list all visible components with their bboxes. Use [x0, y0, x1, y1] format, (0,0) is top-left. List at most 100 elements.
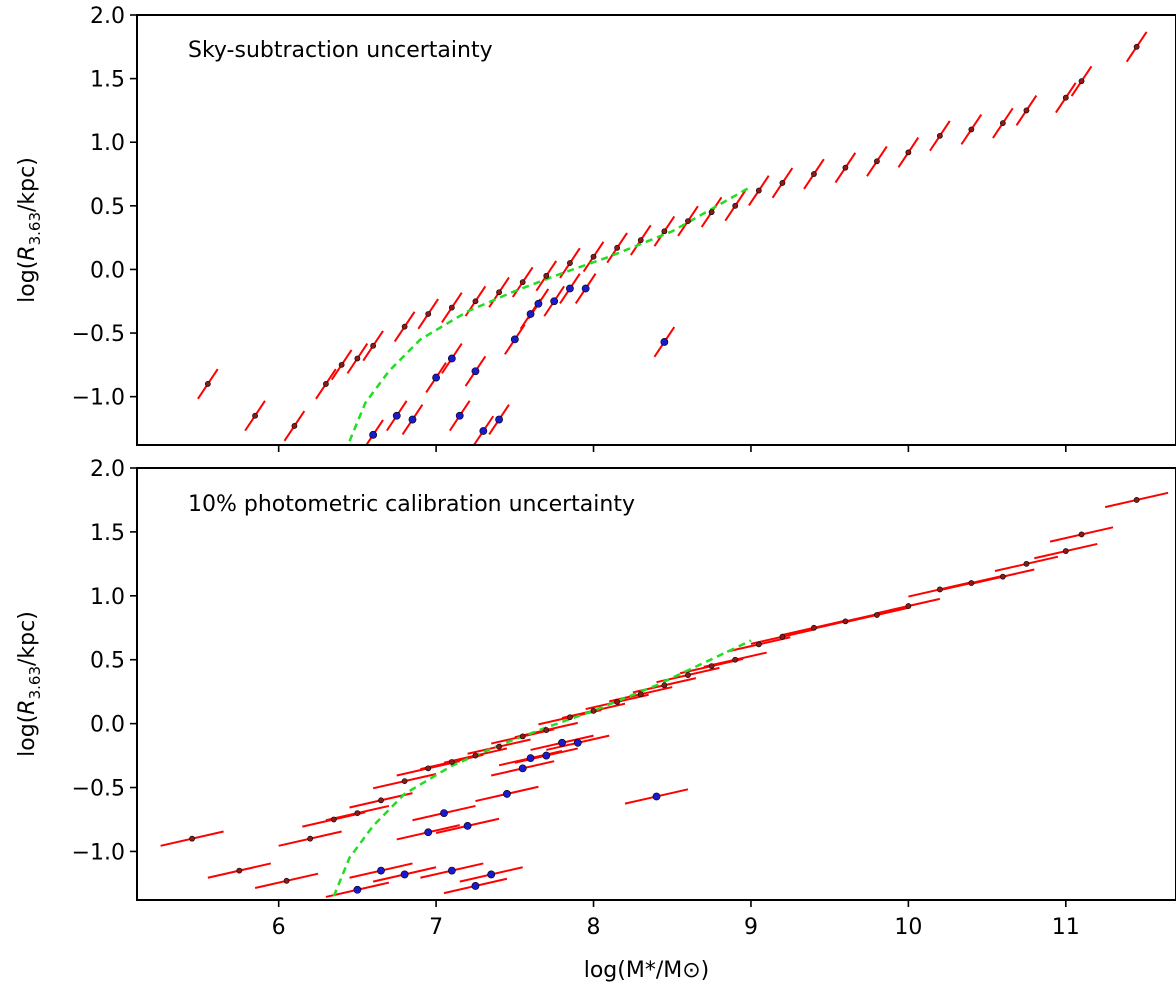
data-point — [354, 355, 361, 362]
x-tick-label: 8 — [587, 915, 601, 940]
data-point — [495, 415, 503, 424]
data-point — [661, 682, 668, 689]
data-point — [447, 354, 456, 363]
data-point — [811, 624, 817, 631]
data-point — [503, 790, 511, 798]
data-point — [463, 821, 472, 830]
data-point — [471, 882, 480, 890]
data-point — [189, 835, 195, 842]
data-point — [291, 423, 298, 429]
data-point — [811, 171, 817, 177]
data-point — [401, 323, 408, 330]
data-point — [519, 279, 526, 286]
y-tick-label: −0.5 — [72, 322, 125, 347]
x-axis-label: log(M*/M⊙) — [584, 958, 710, 983]
panel-photometric-calibration: 2.0 1.5 1.0 0.5 0.0 −0.5 −1.0 6 7 8 9 10 11 10% photo… — [15, 457, 1176, 983]
data-point — [479, 427, 488, 435]
data-point — [905, 149, 912, 156]
y-tick-label: 2.0 — [90, 4, 125, 29]
data-point — [378, 797, 384, 804]
data-point — [558, 738, 566, 747]
data-point — [330, 816, 337, 823]
data-point — [661, 228, 668, 235]
data-point — [448, 759, 455, 765]
plot-area — [197, 31, 1148, 445]
data-point — [283, 877, 290, 884]
data-point — [519, 733, 526, 740]
data-point — [873, 612, 880, 618]
data-point — [472, 298, 479, 305]
data-point — [581, 284, 590, 293]
data-point — [440, 809, 448, 817]
data-point — [377, 866, 385, 875]
data-point — [323, 381, 329, 387]
data-point — [471, 367, 480, 376]
data-point — [307, 835, 314, 842]
panel-title: Sky-subtraction uncertainty — [188, 38, 493, 63]
data-point — [447, 866, 456, 875]
data-point — [660, 338, 669, 346]
x-tick-label: 9 — [744, 915, 758, 940]
data-point — [614, 698, 621, 705]
data-point — [637, 237, 644, 244]
data-point — [204, 381, 211, 387]
data-point — [614, 244, 621, 251]
data-point — [472, 752, 479, 759]
data-point — [1133, 43, 1140, 50]
data-point — [1078, 531, 1085, 538]
data-point — [425, 765, 432, 772]
data-point — [732, 202, 739, 209]
axes-frame — [136, 14, 1176, 446]
data-point — [353, 885, 362, 894]
data-point — [448, 304, 455, 311]
data-point — [755, 187, 762, 194]
data-point — [510, 335, 519, 344]
data-point — [573, 738, 582, 747]
plot-area — [160, 491, 1169, 898]
data-point — [526, 310, 535, 318]
data-point — [708, 209, 715, 216]
data-point — [968, 126, 975, 133]
data-point — [455, 411, 464, 420]
data-point — [408, 415, 417, 424]
data-point — [652, 792, 661, 801]
data-point — [496, 289, 502, 296]
data-point — [685, 672, 691, 678]
data-point — [496, 743, 502, 750]
y-axis-label: log(R3.63/kpc) — [15, 157, 44, 303]
data-point — [566, 284, 574, 293]
data-point — [1023, 107, 1030, 114]
data-point — [905, 603, 912, 609]
data-point — [936, 132, 943, 139]
x-tick-label: 6 — [272, 915, 286, 940]
panel-title: 10% photometric calibration uncertainty — [188, 492, 635, 517]
data-point — [936, 586, 943, 593]
data-point — [842, 164, 849, 171]
y-tick-label: 1.5 — [90, 68, 125, 93]
panel-sky-subtraction: 2.0 1.5 1.0 0.5 0.0 −0.5 −1.0 Sky-subtraction u… — [15, 4, 1176, 452]
data-point — [968, 580, 975, 586]
y-axis-label: log(R3.63/kpc) — [15, 611, 44, 757]
data-point — [487, 870, 496, 879]
y-tick-label: 0.0 — [90, 713, 125, 738]
data-point — [590, 253, 597, 260]
y-tick-label: 1.5 — [90, 521, 125, 546]
data-point — [708, 663, 715, 670]
data-point — [567, 714, 573, 721]
data-point — [999, 573, 1006, 580]
y-tick-label: 1.0 — [90, 585, 125, 610]
data-point — [779, 633, 786, 640]
data-point — [685, 218, 691, 224]
axes-frame — [136, 467, 1176, 901]
data-point — [338, 361, 345, 368]
data-point — [392, 411, 401, 420]
data-point — [369, 430, 378, 439]
data-point — [542, 751, 551, 760]
x-tick-label: 10 — [894, 915, 922, 940]
data-point — [1133, 497, 1140, 503]
data-point — [842, 618, 849, 625]
data-point — [1023, 560, 1030, 567]
y-tick-label: 0.5 — [90, 649, 125, 674]
data-point — [999, 120, 1006, 127]
